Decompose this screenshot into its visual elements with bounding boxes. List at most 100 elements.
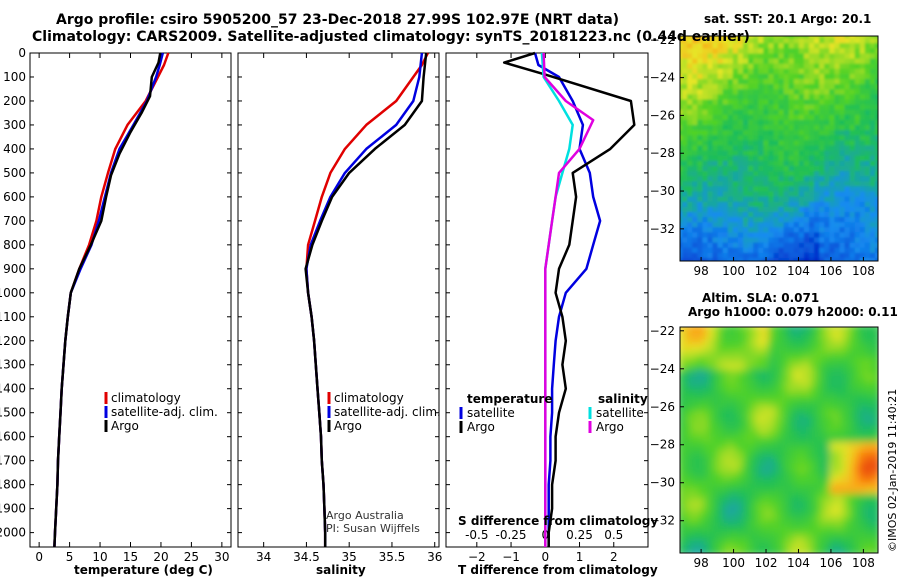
depth-tick-label: 400 (3, 142, 26, 156)
depth-tick-label: 200 (3, 94, 26, 108)
salinity-xlabel: salinity (316, 563, 366, 577)
x2-tick-label: -0.5 (465, 528, 488, 542)
legend-label: Argo (334, 419, 362, 433)
imos-timestamp: ©IMOS 02-Jan-2019 11:40:21 (886, 388, 899, 552)
x-tick-label: −1 (502, 550, 520, 564)
depth-tick-label: 800 (3, 238, 26, 252)
series-line-climatology (53, 52, 170, 548)
argo-australia-note: Argo Australia (326, 509, 404, 522)
figure-title-line2: Climatology: CARS2009. Satellite-adjuste… (32, 29, 750, 45)
depth-tick-label: 500 (3, 166, 26, 180)
lon-tick-label: 102 (755, 556, 778, 570)
x-tick-label: 0 (541, 550, 549, 564)
lat-tick-label: −30 (650, 184, 675, 198)
depth-tick-label: 2000 (0, 526, 26, 540)
x2-tick-label: -0.25 (496, 528, 527, 542)
legend-label: satellite-adj. clim. (111, 405, 218, 419)
depth-tick-label: 1100 (0, 310, 26, 324)
sst-map-image (680, 36, 878, 261)
lon-tick-label: 100 (722, 556, 745, 570)
difference-panel-frame (445, 52, 649, 548)
x-tick-label: 0 (35, 550, 43, 564)
pi-name-note: PI: Susan Wijffels (326, 522, 420, 535)
temperature-panel-frame (29, 52, 232, 548)
depth-tick-label: 1500 (0, 406, 26, 420)
x-tick-label: 25 (184, 550, 199, 564)
lat-tick-label: −28 (650, 438, 675, 452)
sst-map-title: sat. SST: 20.1 Argo: 20.1 (704, 12, 872, 26)
x-tick-label: 20 (153, 550, 168, 564)
legend-salinity-title: salinity (598, 392, 648, 406)
legend-temperature-title: temperature (467, 392, 552, 406)
series-line-argo (304, 52, 428, 547)
x-tick-label: 2 (610, 550, 618, 564)
lon-tick-label: 106 (819, 556, 842, 570)
lat-tick-label: −30 (650, 476, 675, 490)
lon-tick-label: 106 (819, 264, 842, 278)
x-tick-label: 35.5 (379, 550, 406, 564)
depth-tick-label: 1200 (0, 334, 26, 348)
x2-tick-label: 0.25 (566, 528, 593, 542)
depth-tick-label: 600 (3, 190, 26, 204)
legend-label: Argo (467, 420, 495, 434)
legend-label: climatology (334, 391, 404, 405)
figure-title-line1: Argo profile: csiro 5905200_57 23-Dec-20… (56, 12, 620, 28)
sla-map-frame (679, 326, 879, 554)
depth-tick-label: 1700 (0, 454, 26, 468)
lat-tick-label: −22 (650, 33, 675, 47)
lat-tick-label: −22 (650, 324, 675, 338)
x2-tick-label: 0.5 (604, 528, 623, 542)
depth-tick-label: 900 (3, 262, 26, 276)
temperature-xlabel: temperature (deg C) (74, 563, 213, 577)
depth-tick-label: 1900 (0, 502, 26, 516)
lat-tick-label: −28 (650, 146, 675, 160)
series-line-salinity-argo (542, 52, 595, 547)
sla-map-title-line1: Altim. SLA: 0.071 (702, 291, 820, 305)
depth-tick-label: 1000 (0, 286, 26, 300)
legend-label: Argo (596, 420, 624, 434)
depth-tick-label: 0 (18, 46, 26, 60)
depth-tick-label: 1600 (0, 430, 26, 444)
x-tick-label: 34.5 (293, 550, 320, 564)
depth-tick-label: 1400 (0, 382, 26, 396)
lat-tick-label: −26 (650, 108, 675, 122)
x-tick-label: −2 (468, 550, 486, 564)
depth-tick-label: 1300 (0, 358, 26, 372)
lat-tick-label: −26 (650, 400, 675, 414)
lat-tick-label: −32 (650, 222, 675, 236)
legend-label: satellite (596, 406, 644, 420)
series-line-climatology (305, 52, 430, 547)
lon-tick-label: 98 (693, 556, 708, 570)
x-tick-label: 30 (214, 550, 229, 564)
x-tick-label: 5 (66, 550, 74, 564)
x-tick-label: 15 (123, 550, 138, 564)
sla-map-title-line2: Argo h1000: 0.079 h2000: 0.11 (688, 305, 898, 319)
lon-tick-label: 108 (852, 556, 875, 570)
lon-tick-label: 102 (755, 264, 778, 278)
x-tick-label: 1 (576, 550, 584, 564)
sst-map-frame (679, 35, 879, 262)
legend-label: Argo (111, 419, 139, 433)
x-tick-label: 34 (256, 550, 271, 564)
depth-tick-label: 700 (3, 214, 26, 228)
legend-label: climatology (111, 391, 181, 405)
series-line-temperature-argo (502, 51, 636, 547)
series-line-argo (53, 52, 162, 548)
x-tick-label: 35 (342, 550, 357, 564)
depth-tick-label: 100 (3, 70, 26, 84)
lon-tick-label: 108 (852, 264, 875, 278)
x-tick-label: 36 (427, 550, 442, 564)
depth-tick-label: 300 (3, 118, 26, 132)
legend-label: satellite-adj. clim. (334, 405, 441, 419)
difference-xlabel: T difference from climatology (458, 563, 658, 577)
lon-tick-label: 98 (693, 264, 708, 278)
salinity-panel-frame (237, 52, 440, 548)
depth-tick-label: 1800 (0, 478, 26, 492)
legend-label: satellite (467, 406, 515, 420)
lat-tick-label: −24 (650, 362, 675, 376)
series-line-temperature-satellite (533, 52, 602, 547)
x-tick-label: 10 (92, 550, 107, 564)
lon-tick-label: 104 (787, 264, 810, 278)
